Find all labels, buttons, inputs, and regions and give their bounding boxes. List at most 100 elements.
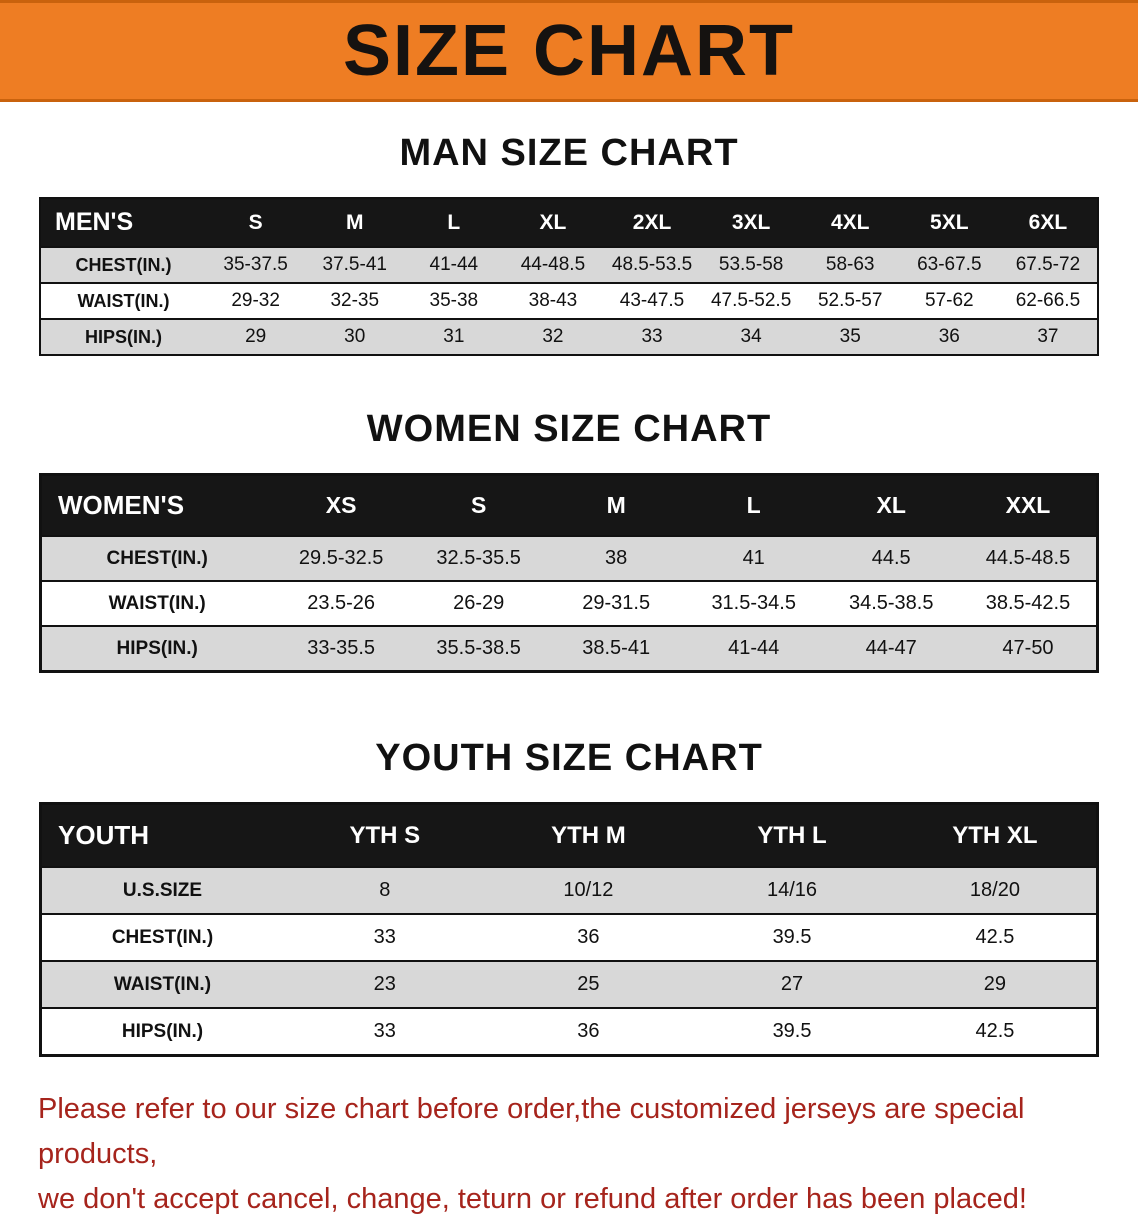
table-corner-label: MEN'S <box>40 198 207 247</box>
size-column-header: M <box>305 198 405 247</box>
measurement-value: 34 <box>740 326 762 347</box>
size-column-header: YTH M <box>486 803 691 867</box>
measurement-value: 29-31.5 <box>582 592 651 614</box>
size-column-header: 6XL <box>998 198 1098 247</box>
measurement-value: 33 <box>373 926 396 948</box>
measurement-label: HIPS(IN.) <box>85 326 163 347</box>
measurement-value: 41-44 <box>429 254 479 275</box>
measurement-value: 52.5-57 <box>817 290 883 311</box>
order-policy-line2: we don't accept cancel, change, teturn o… <box>38 1182 1027 1215</box>
measurement-label: CHEST(IN.) <box>111 926 214 948</box>
measurement-value: 44-48.5 <box>520 254 586 275</box>
size-column-header: M <box>547 474 685 536</box>
measurement-value: 63-67.5 <box>917 254 982 275</box>
title-banner: SIZE CHART <box>0 0 1138 102</box>
youth-size-table: YOUTH YTH S YTH M YTH L YTH XL U.S.SIZE 8 10/12… <box>39 802 1099 1057</box>
measurement-value: 25 <box>577 973 600 995</box>
measurement-value: 35 <box>839 326 861 347</box>
size-column-header: 3XL <box>701 198 801 247</box>
measurement-value: 36 <box>577 1020 600 1042</box>
measurement-value: 38.5-41 <box>582 637 651 659</box>
measurement-value: 37 <box>1037 326 1059 347</box>
measurement-value: 36 <box>577 926 600 948</box>
measurement-value: 30 <box>344 326 366 347</box>
size-column-header: 5XL <box>899 198 999 247</box>
measurement-value: 29.5-32.5 <box>298 547 384 569</box>
measurement-value: 31 <box>443 326 465 347</box>
size-column-header: L <box>404 198 504 247</box>
page-title: SIZE CHART <box>343 11 795 91</box>
youth-chart-heading: YOUTH SIZE CHART <box>375 737 763 779</box>
measurement-value: 23.5-26 <box>307 592 376 614</box>
measurement-value: 37.5-41 <box>322 254 387 275</box>
women-size-table: WOMEN'S XS S M L XL XXL CHEST(IN.) 29.5-32.5 32.5… <box>39 473 1099 673</box>
measurement-label: WAIST(IN.) <box>108 592 206 614</box>
size-column-header: XXL <box>959 474 1098 536</box>
measurement-value: 8 <box>379 879 391 901</box>
measurement-value: 33-35.5 <box>307 637 376 659</box>
measurement-row: WAIST(IN.) 29-32 32-35 35-38 38-43 43-47.5 47.… <box>40 283 1098 319</box>
measurement-value: 43-47.5 <box>619 290 685 311</box>
measurement-value: 33 <box>373 1020 396 1042</box>
measurement-row: U.S.SIZE 8 10/12 14/16 18/20 <box>40 867 1098 914</box>
measurement-value: 27 <box>780 973 804 995</box>
size-column-header: YTH S <box>282 803 487 867</box>
measurement-row: CHEST(IN.) 29.5-32.5 32.5-35.5 38 41 44.5 44.5… <box>40 536 1098 581</box>
measurement-value: 48.5-53.5 <box>611 254 693 275</box>
measurement-value: 32 <box>542 326 564 347</box>
measurement-value: 34.5-38.5 <box>848 592 934 614</box>
table-corner-label: YOUTH <box>40 803 283 867</box>
measurement-value: 39.5 <box>772 1020 812 1042</box>
size-header-row: YOUTH YTH S YTH M YTH L YTH XL <box>40 803 1098 867</box>
measurement-value: 44.5 <box>871 547 911 569</box>
measurement-value: 10/12 <box>563 879 614 901</box>
measurement-value: 38.5-42.5 <box>985 592 1071 614</box>
measurement-value: 44-47 <box>865 637 917 659</box>
measurement-value: 41-44 <box>728 637 780 659</box>
measurement-value: 62-66.5 <box>1015 290 1081 311</box>
measurement-value: 47-50 <box>1002 637 1054 659</box>
measurement-value: 29 <box>983 973 1007 995</box>
measurement-row: HIPS(IN.) 29 30 31 32 33 34 35 36 37 <box>40 319 1098 355</box>
measurement-value: 26-29 <box>453 592 505 614</box>
measurement-label: HIPS(IN.) <box>116 637 198 659</box>
size-column-header: S <box>206 198 306 247</box>
order-policy-note: Please refer to our size chart before or… <box>38 1087 1100 1222</box>
size-header-row: MEN'S S M L XL 2XL 3XL 4XL 5XL 6XL <box>40 198 1098 247</box>
measurement-value: 23 <box>373 973 396 995</box>
measurement-value: 38-43 <box>528 290 578 311</box>
size-column-header: XL <box>822 474 960 536</box>
man-size-chart-section: MAN SIZE CHART MEN'S S M L XL 2XL 3XL 4XL 5XL 6XL… <box>0 132 1138 356</box>
measurement-value: 35-37.5 <box>223 254 288 275</box>
size-column-header: XS <box>272 474 410 536</box>
size-column-header: L <box>684 474 823 536</box>
measurement-label: CHEST(IN.) <box>106 547 208 569</box>
table-corner-label: WOMEN'S <box>40 474 273 536</box>
measurement-row: HIPS(IN.) 33 36 39.5 42.5 <box>40 1008 1098 1056</box>
measurement-value: 53.5-58 <box>718 254 784 275</box>
measurement-label: WAIST(IN.) <box>113 973 212 995</box>
size-column-header: XL <box>503 198 603 247</box>
measurement-value: 38 <box>605 547 628 569</box>
measurement-value: 14/16 <box>767 879 818 901</box>
measurement-value: 29 <box>245 326 267 347</box>
measurement-row: CHEST(IN.) 33 36 39.5 42.5 <box>40 914 1098 961</box>
women-chart-heading: WOMEN SIZE CHART <box>366 408 772 450</box>
size-column-header: S <box>409 474 548 536</box>
measurement-value: 35-38 <box>429 290 479 311</box>
measurement-row: WAIST(IN.) 23 25 27 29 <box>40 961 1098 1008</box>
measurement-label: U.S.SIZE <box>122 879 203 901</box>
women-size-chart-section: WOMEN SIZE CHART WOMEN'S XS S M L XL XXL CHEST(… <box>0 408 1138 673</box>
measurement-value: 32.5-35.5 <box>436 547 521 569</box>
measurement-value: 39.5 <box>772 926 812 948</box>
measurement-value: 58-63 <box>825 254 875 275</box>
measurement-value: 29-32 <box>231 290 280 311</box>
youth-size-chart-section: YOUTH SIZE CHART YOUTH YTH S YTH M YTH L YTH… <box>0 737 1138 1057</box>
measurement-value: 57-62 <box>925 290 974 311</box>
measurement-value: 41 <box>742 547 765 569</box>
measurement-value: 42.5 <box>975 1020 1015 1042</box>
size-column-header: 4XL <box>800 198 900 247</box>
man-size-table: MEN'S S M L XL 2XL 3XL 4XL 5XL 6XL CHEST(IN.) 35-37… <box>39 197 1099 356</box>
measurement-value: 35.5-38.5 <box>436 637 521 659</box>
